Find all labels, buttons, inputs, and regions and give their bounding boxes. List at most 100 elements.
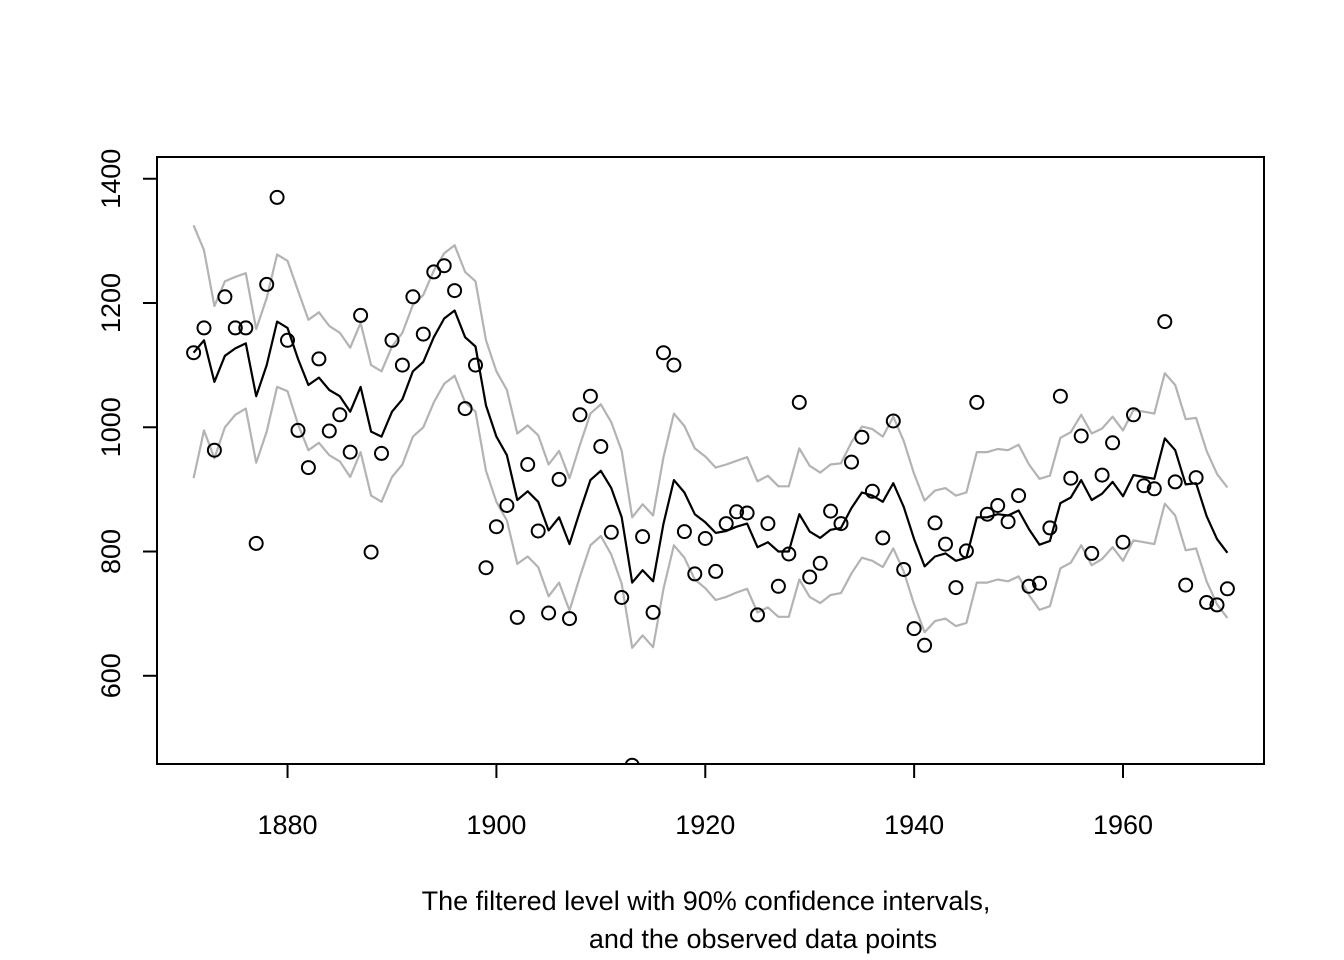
observed-point [499,498,515,513]
observed-point [551,471,567,487]
observed-point [718,516,734,532]
observed-point [812,555,828,571]
observed-point [1011,488,1027,504]
observed-point [917,637,933,653]
observed-point [656,345,671,361]
x-tick-label: 1880 [258,810,318,840]
observed-point [666,357,682,373]
observed-point [321,423,337,439]
observed-point [280,332,295,348]
y-tick-label: 800 [96,529,126,574]
observed-point [238,320,254,336]
observed-point [687,566,703,582]
y-tick-label: 1400 [96,149,126,209]
x-tick-label: 1940 [884,810,944,840]
observed-point [1146,481,1162,497]
x-axis-label-line-2: and the observed data points [589,924,937,954]
observed-point [488,519,504,535]
observed-point [938,536,953,552]
observed-point [781,546,797,562]
observed-point [290,422,306,438]
observed-point [896,562,912,577]
observed-point [791,394,807,410]
observed-point [300,460,316,476]
observed-point [1188,470,1204,486]
observed-point [676,524,692,540]
observed-point [854,429,870,445]
observed-point [1105,435,1121,451]
observed-point [457,401,473,417]
x-axis-label-line-1: The filtered level with 90% confidence i… [422,886,991,916]
y-tick-label: 1000 [96,397,126,457]
observed-point [582,388,598,404]
observed-point [227,320,243,336]
observed-point [645,604,661,620]
observed-point [844,454,859,470]
observed-point [374,445,389,461]
observed-point [708,563,724,579]
observed-point [196,320,212,336]
observed-point [1063,470,1079,486]
y-tick-label: 1200 [96,273,126,333]
observed-point [572,407,588,423]
observed-point [1157,314,1173,330]
series-layer [186,189,1235,764]
observed-point [635,529,651,545]
observed-point [1115,534,1131,550]
observed-point [802,569,818,585]
observed-point [1219,581,1235,597]
observed-point [624,757,640,764]
observed-point [948,580,964,596]
observed-point [739,505,755,521]
observed-point [906,621,922,637]
observed-point [1073,428,1089,444]
x-tick-label: 1960 [1093,810,1153,840]
observed-point [927,515,943,531]
observed-point [311,351,327,367]
observed-point [864,483,880,499]
observed-point [603,524,619,540]
observed-point [384,332,400,348]
observed-point [750,607,765,623]
observed-point [186,345,202,361]
observed-point [415,326,431,342]
observed-point [593,439,609,454]
observed-point [1178,577,1194,593]
observed-point [958,543,974,559]
filtered-level-line [192,309,1229,584]
observed-point [394,357,410,373]
observed-point [990,498,1006,513]
observed-point [436,258,452,274]
observed-point [823,503,839,519]
observed-point [1052,388,1068,404]
observed-point [833,516,849,532]
observed-point [697,531,713,546]
observed-point [1136,478,1152,494]
observed-point [353,307,369,323]
observed-point [614,590,630,605]
observed-point [1021,578,1037,594]
x-axis: 1880 1900 1920 1940 1960 [258,763,1153,840]
observed-point [760,516,776,532]
observed-point [332,407,348,423]
observed-point [363,544,379,560]
observed-point [447,283,463,299]
observed-point [1126,407,1141,423]
observed-point [248,535,264,551]
observed-point [1042,520,1058,536]
lower-interval-line [192,374,1229,649]
upper-interval-line [192,224,1229,519]
observed-point [1032,575,1047,591]
x-tick-label: 1900 [466,810,526,840]
observed-point [969,394,985,410]
observed-point [1084,545,1100,561]
x-tick-label: 1920 [675,810,735,840]
observed-point [468,357,483,373]
observed-point [885,413,901,429]
observed-point [875,530,891,546]
observed-point [259,276,275,292]
observed-point [520,457,536,472]
observed-point [562,611,577,627]
observed-point [530,523,546,539]
